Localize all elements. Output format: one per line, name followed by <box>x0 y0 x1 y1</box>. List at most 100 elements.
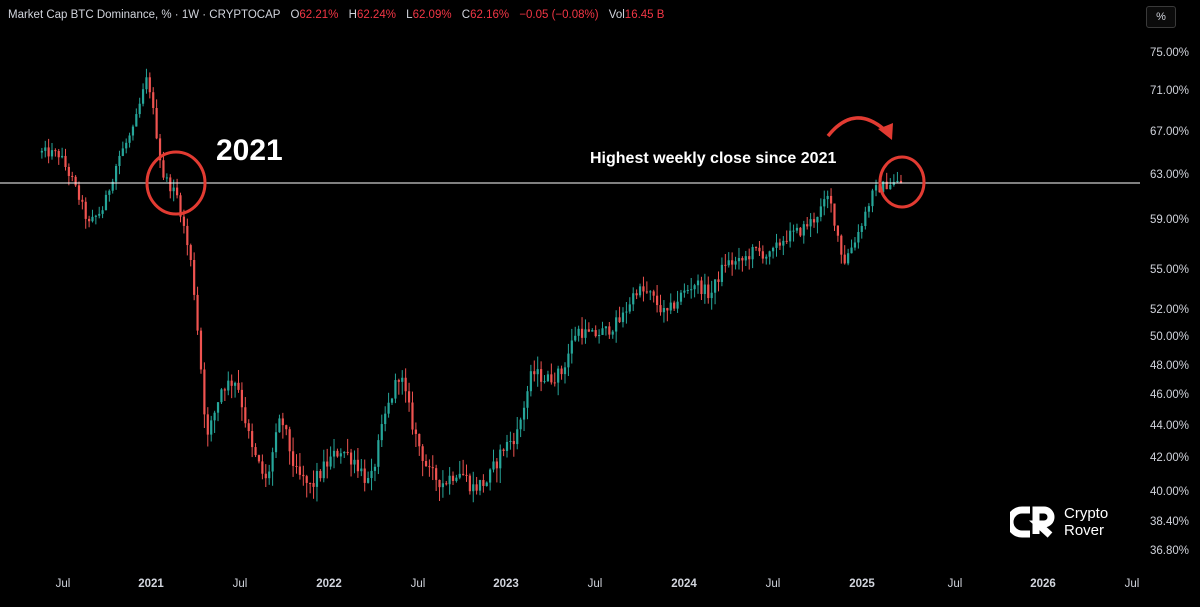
candle-body[interactable] <box>860 225 863 232</box>
candle-body[interactable] <box>462 473 465 475</box>
candle-body[interactable] <box>220 389 223 403</box>
candle-body[interactable] <box>268 471 271 479</box>
candle-body[interactable] <box>591 330 594 332</box>
candle-body[interactable] <box>734 261 737 265</box>
candle-body[interactable] <box>91 216 94 222</box>
candle-body[interactable] <box>309 482 312 484</box>
candle-body[interactable] <box>233 382 237 386</box>
candle-body[interactable] <box>635 293 638 296</box>
candle-body[interactable] <box>557 368 560 383</box>
candle-body[interactable] <box>642 286 645 292</box>
candle-body[interactable] <box>864 211 867 226</box>
candle-body[interactable] <box>148 77 151 93</box>
candle-body[interactable] <box>67 166 70 176</box>
candle-body[interactable] <box>387 402 390 414</box>
candle-body[interactable] <box>57 150 60 158</box>
candle-body[interactable] <box>332 450 336 457</box>
candle-body[interactable] <box>782 240 785 246</box>
candle-body[interactable] <box>326 461 329 467</box>
percent-scale-button[interactable]: % <box>1146 6 1176 28</box>
candle-body[interactable] <box>435 468 438 480</box>
candle-body[interactable] <box>261 461 264 474</box>
candle-body[interactable] <box>247 423 250 432</box>
candle-body[interactable] <box>806 224 809 227</box>
candle-body[interactable] <box>522 407 526 420</box>
candle-body[interactable] <box>138 103 141 115</box>
candle-body[interactable] <box>482 480 485 486</box>
candle-body[interactable] <box>768 251 771 257</box>
candle-body[interactable] <box>889 184 892 190</box>
candle-body[interactable] <box>546 374 550 382</box>
candle-body[interactable] <box>526 391 529 408</box>
candle-body[interactable] <box>611 331 614 335</box>
candle-body[interactable] <box>550 374 553 383</box>
candle-body[interactable] <box>315 470 319 487</box>
candle-body[interactable] <box>659 305 662 313</box>
candle-body[interactable] <box>145 77 148 90</box>
candle-body[interactable] <box>645 291 648 293</box>
candle-body[interactable] <box>703 284 706 295</box>
candle-body[interactable] <box>673 302 676 309</box>
candle-body[interactable] <box>751 247 754 260</box>
candle-body[interactable] <box>125 142 128 149</box>
candle-body[interactable] <box>179 195 182 217</box>
candle-body[interactable] <box>574 335 577 341</box>
candle-body[interactable] <box>111 181 114 191</box>
candle-body[interactable] <box>441 483 444 488</box>
candle-body[interactable] <box>438 479 441 488</box>
candle-body[interactable] <box>377 440 380 467</box>
price-axis[interactable]: 75.00% 71.00% 67.00% 63.00% 59.00% 55.00% 52.0… <box>1150 47 1189 557</box>
candle-body[interactable] <box>128 135 131 143</box>
candle-body[interactable] <box>152 92 155 108</box>
candle-body[interactable] <box>543 381 546 383</box>
candle-body[interactable] <box>84 201 87 219</box>
candle-body[interactable] <box>553 382 556 384</box>
candle-body[interactable] <box>638 286 642 296</box>
candle-body[interactable] <box>298 466 302 475</box>
candle-body[interactable] <box>274 432 278 453</box>
candle-body[interactable] <box>394 380 397 399</box>
candle-body[interactable] <box>346 451 349 453</box>
candle-body[interactable] <box>758 247 761 252</box>
candle-body[interactable] <box>353 459 356 465</box>
candle-body[interactable] <box>397 380 400 382</box>
candle-body[interactable] <box>199 330 203 370</box>
candle-body[interactable] <box>892 182 895 185</box>
candle-body[interactable] <box>615 317 618 332</box>
candle-body[interactable] <box>720 264 724 282</box>
candle-body[interactable] <box>662 308 666 313</box>
candle-body[interactable] <box>336 450 339 457</box>
candle-body[interactable] <box>61 155 64 158</box>
candle-body[interactable] <box>44 147 47 151</box>
candle-body[interactable] <box>792 230 795 232</box>
candle-body[interactable] <box>795 227 799 231</box>
candle-body[interactable] <box>816 216 819 223</box>
candle-body[interactable] <box>533 371 536 375</box>
candle-body[interactable] <box>448 475 451 485</box>
candle-body[interactable] <box>765 256 768 259</box>
candle-body[interactable] <box>690 289 693 291</box>
candle-body[interactable] <box>489 469 492 483</box>
candle-body[interactable] <box>141 89 145 104</box>
candle-body[interactable] <box>216 402 220 413</box>
candle-body[interactable] <box>401 377 404 382</box>
candle-body[interactable] <box>625 311 628 313</box>
candle-body[interactable] <box>458 473 461 478</box>
candle-body[interactable] <box>281 418 284 426</box>
candle-body[interactable] <box>840 235 843 255</box>
candle-body[interactable] <box>505 441 509 451</box>
candle-body[interactable] <box>445 483 448 485</box>
candle-body[interactable] <box>492 461 495 470</box>
candle-body[interactable] <box>94 215 97 217</box>
candle-body[interactable] <box>203 369 206 415</box>
candle-body[interactable] <box>431 467 434 469</box>
candle-body[interactable] <box>278 418 281 433</box>
candle-body[interactable] <box>707 284 710 299</box>
candle-body[interactable] <box>485 482 488 486</box>
candle-body[interactable] <box>291 451 295 466</box>
candle-body[interactable] <box>380 424 383 441</box>
time-axis[interactable]: Jul 2021 Jul 2022 Jul 2023 Jul 2024 Jul 2025 Jul 20… <box>56 578 1140 590</box>
candle-body[interactable] <box>189 245 192 260</box>
candle-body[interactable] <box>666 308 669 311</box>
